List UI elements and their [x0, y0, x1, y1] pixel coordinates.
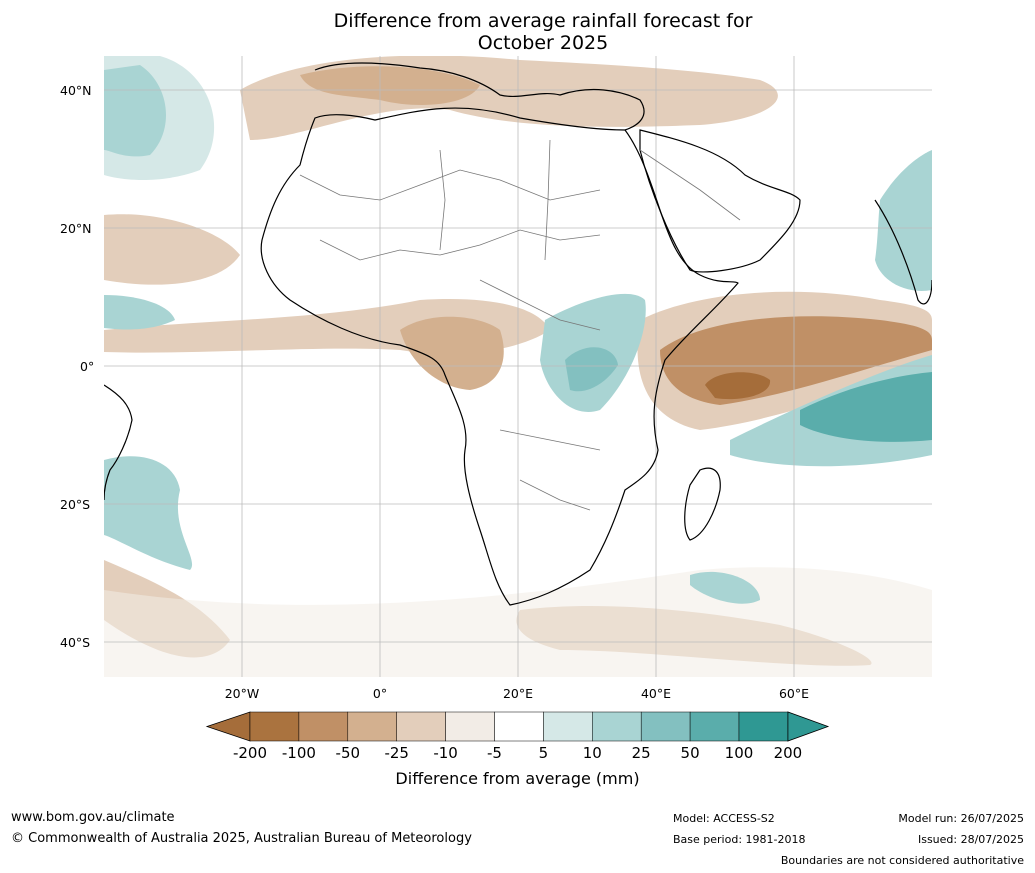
- wet-anomaly-tropical-atlantic: [104, 295, 175, 330]
- colorbar-tick-label: 50: [680, 744, 700, 762]
- colorbar-segment: [445, 711, 495, 742]
- colorbar-tick-label: 200: [773, 744, 803, 762]
- footer-model-run: Model run: 26/07/2025: [898, 812, 1024, 825]
- colorbar-segment: [347, 711, 397, 742]
- footer-copyright: © Commonwealth of Australia 2025, Austra…: [11, 831, 472, 846]
- lat-label-0: 0°: [80, 359, 95, 374]
- wet-anomaly-southwest-atlantic: [104, 456, 193, 570]
- colorbar-tick-label: -5: [487, 744, 502, 762]
- lat-label-20n: 20°N: [60, 221, 92, 236]
- footer-disclaimer: Boundaries are not considered authoritat…: [780, 854, 1024, 867]
- colorbar-tick-label: 10: [582, 744, 602, 762]
- colorbar-segment: [592, 711, 642, 742]
- lat-label-20s: 20°S: [60, 497, 91, 512]
- footer-issued: Issued: 28/07/2025: [917, 833, 1024, 846]
- wet-anomaly-arabian-sea: [875, 150, 932, 291]
- lon-label-20e: 20°E: [502, 686, 534, 701]
- wet-anomaly-south-indian-ocean-core: [800, 372, 932, 442]
- lon-label-20w: 20°W: [224, 686, 260, 701]
- colorbar-segment: [543, 711, 593, 742]
- map-title-line-1: Difference from average rainfall forecas…: [333, 10, 753, 32]
- colorbar-tick-label: -100: [281, 744, 316, 762]
- colorbar-tick-label: 100: [724, 744, 754, 762]
- lon-label-60e: 60°E: [778, 686, 810, 701]
- footer-base-period: Base period: 1981-2018: [673, 833, 806, 846]
- lat-label-40n: 40°N: [60, 83, 92, 98]
- wet-anomaly-central-east-africa-core: [565, 347, 618, 392]
- footer-website[interactable]: www.bom.gov.au/climate: [11, 810, 175, 825]
- wet-anomaly-south-africa-coast: [690, 571, 760, 604]
- colorbar-segment: [396, 711, 446, 742]
- colorbar-segment: [298, 711, 349, 742]
- wet-anomaly-north-atlantic-core: [104, 65, 167, 157]
- colorbar-extend-low: [205, 711, 251, 742]
- dry-anomaly-central-africa: [400, 316, 504, 390]
- madagascar-coastline: [684, 467, 721, 541]
- map-title: Difference from average rainfall forecas…: [0, 10, 1035, 54]
- lon-label-0: 0°: [372, 686, 388, 701]
- colorbar-segment: [494, 711, 544, 742]
- lat-label-40s: 40°S: [60, 635, 91, 650]
- africa-coastline: [260, 107, 739, 606]
- europe-coastline: [314, 62, 645, 131]
- colorbar-segment: [640, 711, 691, 742]
- country-borders: [299, 139, 741, 511]
- dry-anomaly-europe: [300, 66, 480, 105]
- colorbar-segment: [689, 711, 740, 742]
- south-america-coastline: [104, 384, 133, 501]
- colorbar-label: Difference from average (mm): [395, 769, 640, 788]
- colorbar-tick-label: -50: [335, 744, 361, 762]
- coastlines: [104, 62, 932, 606]
- arabian-peninsula-coastline: [639, 129, 801, 273]
- map-title-line-2: October 2025: [477, 32, 609, 54]
- india-coastline: [874, 199, 932, 305]
- colorbar-tick-label: -10: [433, 744, 458, 762]
- colorbar-segment: [249, 711, 300, 742]
- dry-anomaly-west-africa-atlantic: [104, 214, 240, 285]
- anomaly-contours: [104, 56, 932, 677]
- graticule: [104, 56, 932, 677]
- colorbar-extend-high: [787, 711, 830, 742]
- footer-model: Model: ACCESS-S2: [673, 812, 775, 825]
- dry-anomaly-east-africa-peak: [705, 372, 771, 400]
- colorbar-tick-label: 5: [538, 744, 549, 762]
- lon-label-40e: 40°E: [640, 686, 672, 701]
- colorbar-tick-label: -25: [384, 744, 409, 762]
- colorbar-segment: [738, 711, 789, 742]
- colorbar-tick-label: 25: [631, 744, 651, 762]
- colorbar-tick-label: -200: [232, 744, 268, 762]
